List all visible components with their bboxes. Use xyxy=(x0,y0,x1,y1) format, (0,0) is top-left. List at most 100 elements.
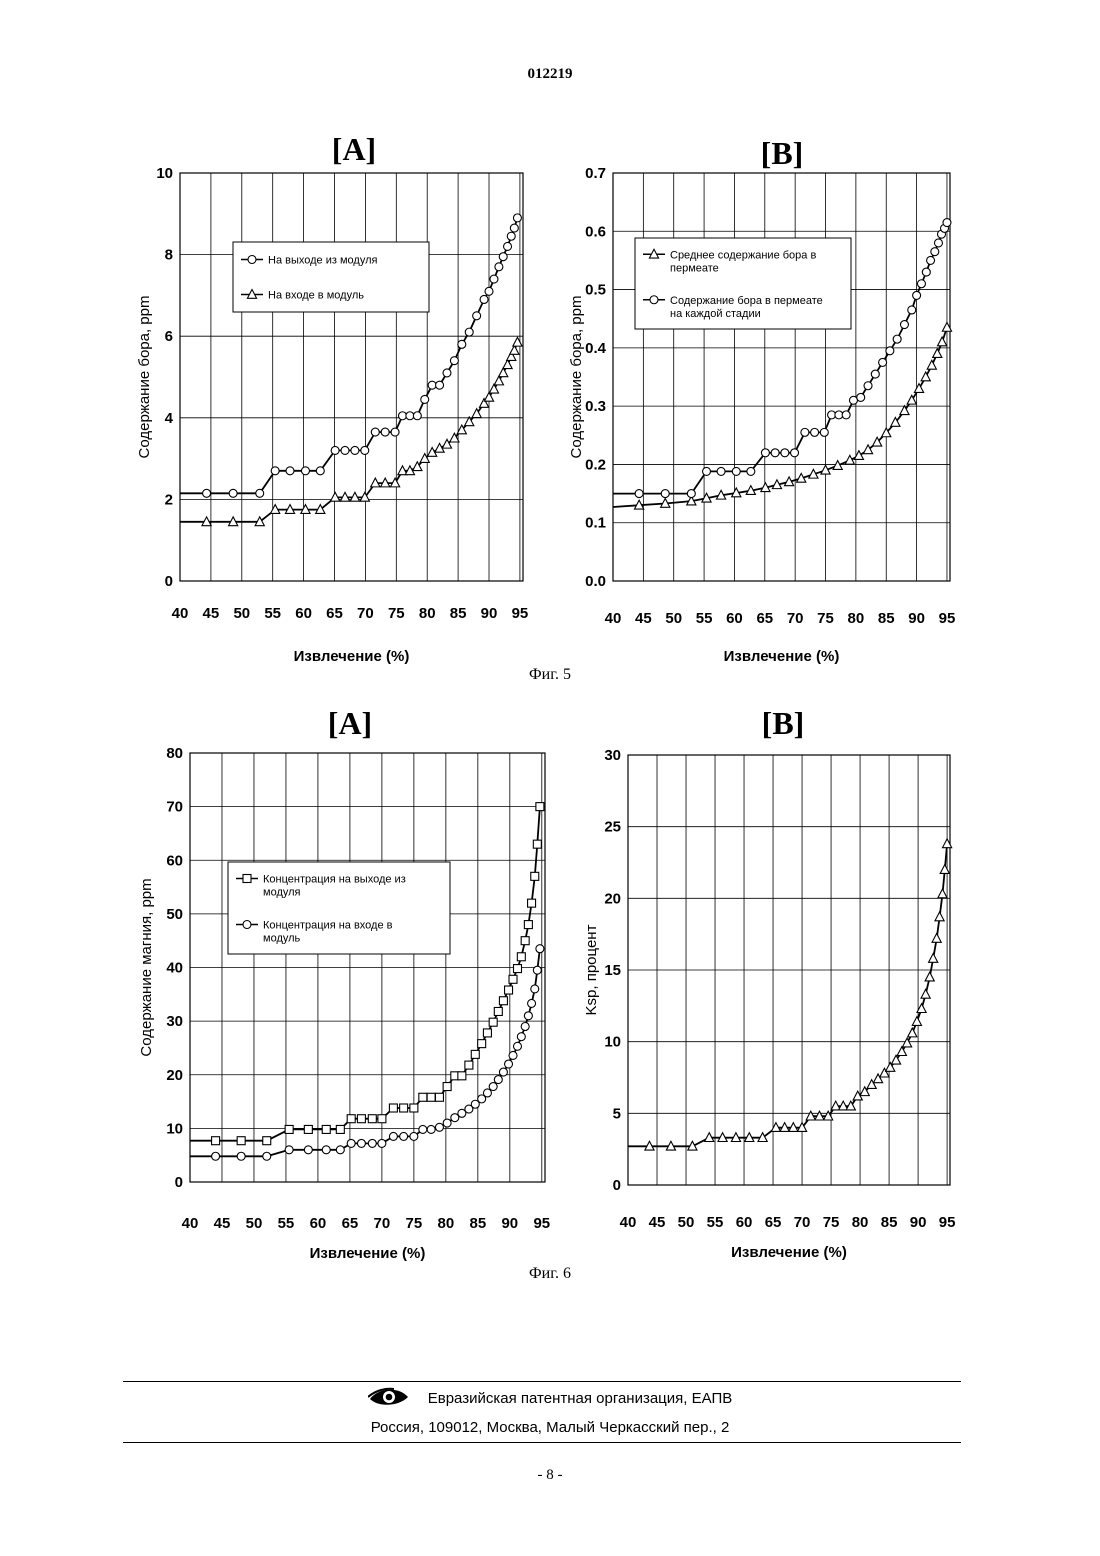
data-point xyxy=(427,1125,435,1133)
legend-label: модуль xyxy=(263,933,301,945)
data-point xyxy=(263,1137,271,1145)
data-point xyxy=(322,1146,330,1154)
data-point xyxy=(933,349,942,358)
y-tick-label: 2 xyxy=(165,491,173,508)
data-point xyxy=(435,1123,443,1131)
series-line xyxy=(190,949,540,1157)
data-point xyxy=(504,242,512,250)
data-point xyxy=(536,803,544,811)
x-tick-label: 55 xyxy=(264,605,281,622)
data-point xyxy=(494,376,503,385)
y-tick-label: 25 xyxy=(604,819,621,836)
x-tick-label: 50 xyxy=(678,1214,695,1231)
data-point xyxy=(801,428,809,436)
x-tick-label: 95 xyxy=(533,1215,550,1232)
legend-label: Концентрация на выходе из xyxy=(263,874,406,886)
y-axis-label: Ksp, процент xyxy=(583,924,600,1015)
y-tick-label: 8 xyxy=(165,247,173,264)
legend-label: модуля xyxy=(263,887,301,899)
legend-box xyxy=(233,242,429,312)
data-point xyxy=(410,1104,418,1112)
y-tick-label: 15 xyxy=(604,962,621,979)
x-tick-label: 80 xyxy=(419,605,436,622)
data-point xyxy=(925,972,934,981)
data-point xyxy=(932,933,941,942)
data-point xyxy=(389,1132,397,1140)
y-tick-label: 4 xyxy=(165,410,174,427)
data-point xyxy=(893,335,901,343)
legend-marker-circle xyxy=(243,921,251,929)
y-tick-label: 10 xyxy=(604,1034,621,1051)
x-tick-label: 65 xyxy=(765,1214,782,1231)
data-point xyxy=(368,1139,376,1147)
data-point xyxy=(331,446,339,454)
x-tick-label: 60 xyxy=(310,1215,327,1232)
data-point xyxy=(503,360,512,369)
legend-marker-circle xyxy=(650,296,658,304)
data-point xyxy=(465,1061,473,1069)
data-point xyxy=(912,1017,921,1026)
x-tick-label: 75 xyxy=(817,610,834,627)
data-point xyxy=(661,490,669,498)
data-point xyxy=(357,1139,365,1147)
chart-svg: [A]4045505560657075808590950102030405060… xyxy=(125,700,555,1260)
data-point xyxy=(811,428,819,436)
y-tick-label: 6 xyxy=(165,328,173,345)
x-tick-label: 90 xyxy=(910,1214,927,1231)
data-point xyxy=(212,1137,220,1145)
data-point xyxy=(927,256,935,264)
data-point xyxy=(524,921,532,929)
data-point xyxy=(381,428,389,436)
data-point xyxy=(391,428,399,436)
data-point xyxy=(781,449,789,457)
document-number: 012219 xyxy=(0,66,1100,83)
legend-label: на каждой стадии xyxy=(670,308,761,320)
data-point xyxy=(871,370,879,378)
legend-label: пермеате xyxy=(670,262,719,274)
data-point xyxy=(256,489,264,497)
figure6-caption: Фиг. 6 xyxy=(0,1265,1100,1283)
data-point xyxy=(528,999,536,1007)
data-point xyxy=(761,449,769,457)
panel-title: [B] xyxy=(762,705,805,741)
x-tick-label: 60 xyxy=(295,605,312,622)
y-tick-label: 80 xyxy=(166,745,183,762)
data-point xyxy=(507,232,515,240)
data-point xyxy=(513,214,521,222)
chart-svg: [B]4045505560657075808590950.00.10.20.30… xyxy=(550,128,980,668)
data-point xyxy=(371,428,379,436)
data-point xyxy=(935,912,944,921)
x-tick-label: 50 xyxy=(233,605,250,622)
data-point xyxy=(229,489,237,497)
data-point xyxy=(435,1093,443,1101)
data-point xyxy=(509,1051,517,1059)
data-point xyxy=(635,490,643,498)
x-tick-label: 40 xyxy=(605,610,622,627)
series-0 xyxy=(628,839,952,1150)
data-point xyxy=(687,490,695,498)
data-point xyxy=(336,1125,344,1133)
data-point xyxy=(322,1125,330,1133)
data-point xyxy=(499,368,508,377)
data-point xyxy=(494,1076,502,1084)
data-point xyxy=(940,865,949,874)
data-point xyxy=(203,489,211,497)
chart-svg: [B]404550556065707580859095051015202530И… xyxy=(550,700,980,1260)
x-tick-label: 80 xyxy=(848,610,865,627)
data-point xyxy=(485,287,493,295)
data-point xyxy=(389,1104,397,1112)
data-point xyxy=(378,1115,386,1123)
data-point xyxy=(458,1072,466,1080)
x-tick-label: 90 xyxy=(481,605,498,622)
y-tick-label: 30 xyxy=(604,747,621,764)
x-tick-label: 90 xyxy=(908,610,925,627)
data-point xyxy=(505,986,513,994)
y-tick-label: 0.5 xyxy=(585,282,606,299)
data-point xyxy=(842,411,850,419)
series-1 xyxy=(190,945,544,1161)
chart-fig6-a: [A]4045505560657075808590950102030405060… xyxy=(125,700,555,1260)
x-tick-label: 60 xyxy=(726,610,743,627)
legend-label: Концентрация на входе в xyxy=(263,920,393,932)
x-tick-label: 75 xyxy=(406,1215,423,1232)
data-point xyxy=(443,1119,451,1127)
